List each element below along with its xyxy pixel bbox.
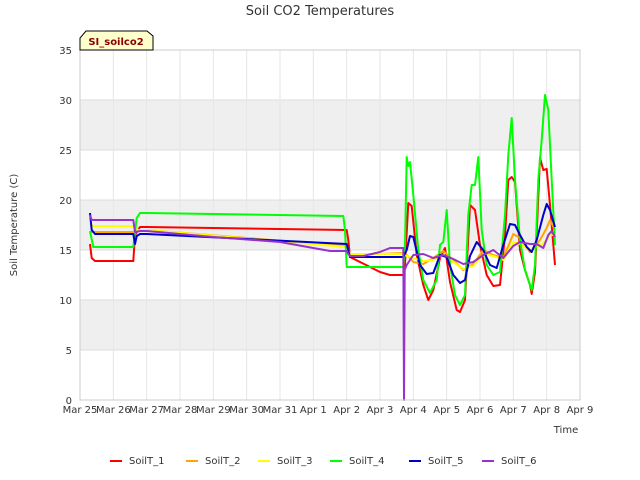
y-axis-label: Soil Temperature (C)	[9, 174, 20, 277]
x-tick-label: Mar 26	[96, 405, 131, 416]
x-tick-label: Mar 29	[196, 405, 231, 416]
plot-band	[80, 300, 580, 350]
legend-label: SoilT_5	[428, 456, 464, 467]
y-tick-label: 5	[66, 346, 72, 357]
legend-label: SoilT_2	[205, 456, 241, 467]
y-tick-label: 20	[59, 196, 72, 207]
x-tick-label: Apr 5	[433, 405, 460, 416]
y-tick-label: 10	[59, 296, 72, 307]
plot-frame	[79, 49, 581, 401]
series-line-SoilT_5	[89, 203, 556, 284]
y-tick-label: 0	[66, 396, 72, 407]
x-tick-label: Mar 30	[229, 405, 264, 416]
x-tick-label: Apr 4	[400, 405, 427, 416]
y-tick-label: 25	[59, 146, 72, 157]
y-tick-labels: 0 5 10 15 20 25 30 35	[59, 46, 72, 407]
x-tick-label: Apr 3	[367, 405, 394, 416]
x-tick-label: Mar 27	[129, 405, 164, 416]
legend-item: SoilT_6	[482, 456, 537, 467]
x-axis-label: Time	[553, 425, 578, 436]
legend-label: SoilT_1	[129, 456, 165, 467]
series-line-SoilT_4	[89, 94, 556, 306]
series-layer	[89, 94, 556, 401]
legend-item: SoilT_4	[330, 456, 385, 467]
legend: SoilT_1 SoilT_2 SoilT_3 SoilT_4 SoilT_5 SoilT…	[110, 456, 537, 467]
legend-label: SoilT_3	[277, 456, 313, 467]
x-tick-label: Apr 7	[500, 405, 527, 416]
x-tick-label: Mar 25	[63, 405, 98, 416]
y-tick-label: 35	[59, 46, 72, 57]
x-tick-label: Mar 31	[263, 405, 298, 416]
legend-item: SoilT_1	[110, 456, 165, 467]
legend-item: SoilT_5	[409, 456, 464, 467]
chart-title: Soil CO2 Temperatures	[246, 4, 395, 19]
legend-label: SoilT_4	[349, 456, 385, 467]
site-tag-box	[79, 30, 154, 51]
site-tag: SI_soilco2	[79, 30, 154, 51]
series-line-SoilT_6	[89, 214, 556, 401]
x-tick-label: Apr 2	[333, 405, 360, 416]
y-tick-label: 15	[59, 246, 72, 257]
y-tick-label: 30	[59, 96, 72, 107]
x-tick-label: Apr 6	[467, 405, 494, 416]
plot-band	[80, 200, 580, 250]
x-tick-label: Apr 9	[567, 405, 594, 416]
x-tick-label: Mar 28	[163, 405, 198, 416]
axes	[79, 49, 581, 401]
legend-item: SoilT_3	[258, 456, 313, 467]
site-tag-label: SI_soilco2	[88, 37, 143, 48]
x-tick-label: Apr 8	[533, 405, 560, 416]
plot-band	[80, 100, 580, 150]
x-tick-label: Apr 1	[300, 405, 327, 416]
plot-background	[80, 100, 580, 350]
legend-item: SoilT_2	[186, 456, 241, 467]
legend-label: SoilT_6	[501, 456, 537, 467]
